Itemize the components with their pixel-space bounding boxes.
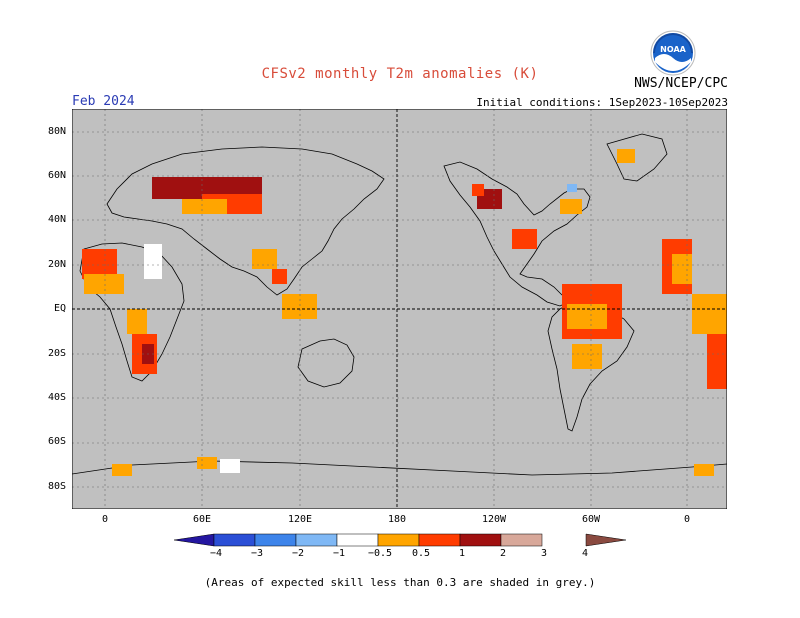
lat-label: 40N	[47, 214, 66, 225]
lat-label: 60S	[47, 436, 66, 447]
skill-footnote: (Areas of expected skill less than 0.3 a…	[204, 576, 596, 589]
legend-swatch	[254, 533, 297, 547]
legend-swatch	[295, 533, 338, 547]
lat-label: 40S	[47, 392, 66, 403]
legend-tick-label: −1	[332, 548, 346, 559]
lat-label: 80S	[47, 481, 66, 492]
legend-swatch	[336, 533, 379, 547]
legend-tick-label: 4	[581, 548, 589, 559]
legend-swatch	[213, 533, 256, 547]
lon-label: 60E	[192, 514, 212, 525]
legend-tick-label: 2	[499, 548, 507, 559]
forecast-month: Feb 2024	[72, 94, 135, 109]
legend-tick-label: −0.5	[367, 548, 393, 559]
map-title: CFSv2 monthly T2m anomalies (K)	[261, 66, 539, 82]
noaa-logo-icon: NOAA	[650, 30, 696, 76]
legend-tick-label: −2	[291, 548, 305, 559]
legend-tick-label: 3	[540, 548, 548, 559]
noaa-logo-text: NOAA	[660, 45, 686, 54]
lon-label: 0	[683, 514, 691, 525]
lat-label: EQ	[53, 303, 66, 314]
legend-swatch	[377, 533, 420, 547]
lon-label: 120W	[481, 514, 507, 525]
legend-swatch	[459, 533, 502, 547]
initial-conditions: Initial conditions: 1Sep2023-10Sep2023	[476, 96, 728, 109]
legend-tick-label: 1	[458, 548, 466, 559]
lon-label: 120E	[287, 514, 313, 525]
legend-swatches	[213, 533, 543, 547]
agency-label: NWS/NCEP/CPC	[634, 76, 728, 91]
legend-swatch	[418, 533, 461, 547]
lat-label: 20S	[47, 348, 66, 359]
world-map	[72, 109, 727, 509]
lat-label: 20N	[47, 259, 66, 270]
lat-label: 60N	[47, 170, 66, 181]
legend-arrow-left	[174, 533, 215, 547]
lon-label: 60W	[581, 514, 601, 525]
anomaly-shading	[82, 149, 727, 476]
lon-label: 0	[101, 514, 109, 525]
legend-tick-label: 0.5	[411, 548, 431, 559]
legend-arrow-right	[585, 533, 626, 547]
lon-label: 180	[387, 514, 407, 525]
legend-tick-label: −4	[209, 548, 223, 559]
lat-label: 80N	[47, 126, 66, 137]
color-legend	[174, 533, 626, 547]
legend-tick-label: −3	[250, 548, 264, 559]
legend-swatch	[500, 533, 543, 547]
